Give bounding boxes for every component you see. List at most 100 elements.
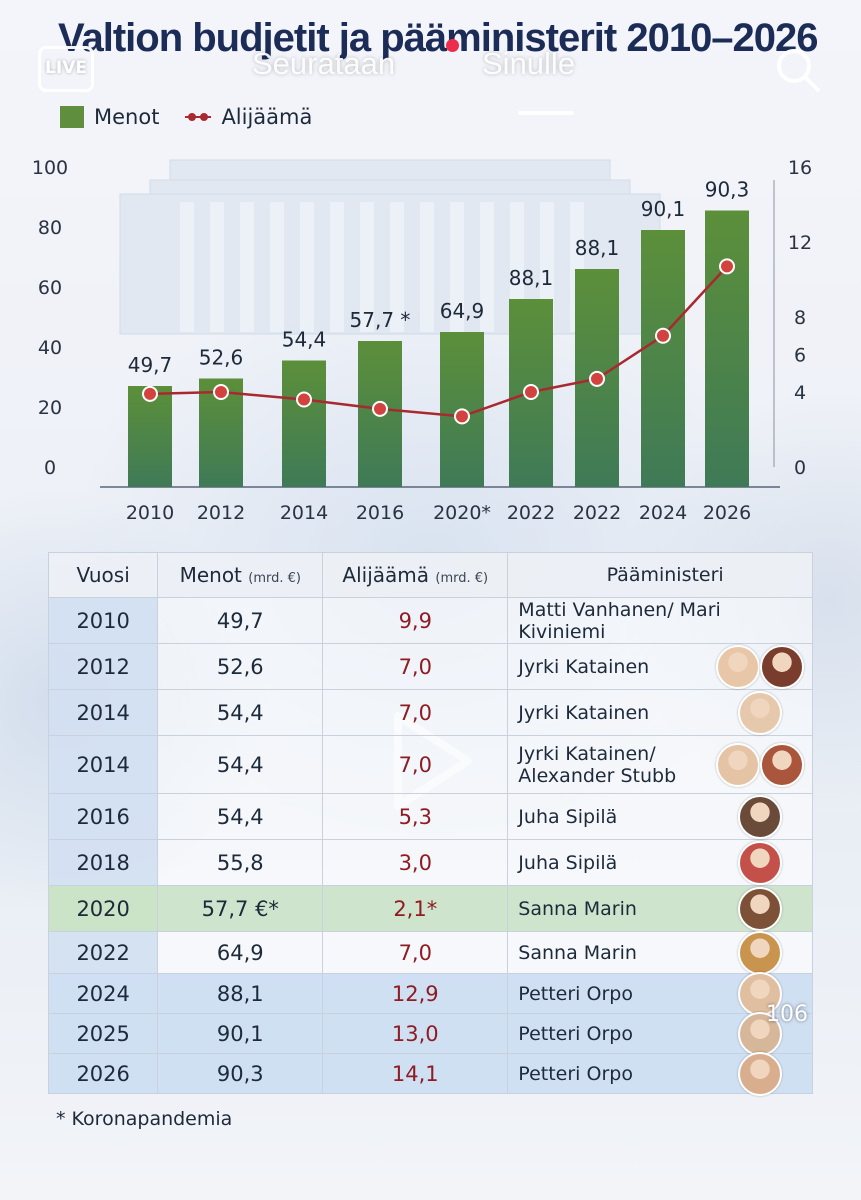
y-left-tick-label: 100 xyxy=(32,157,68,179)
x-tick-label: 2022 xyxy=(573,502,621,524)
chart-legend: Menot Alijäämä xyxy=(60,102,312,132)
deficit-point xyxy=(719,258,735,275)
cell-year: 2024 xyxy=(47,973,159,1014)
pm-name: Juha Sipilä xyxy=(518,805,618,828)
app-top-bar: LIVE Seurataan Sinulle xyxy=(0,36,861,115)
x-tick-label: 2024 xyxy=(639,502,687,524)
pm-portrait xyxy=(738,794,782,839)
cell-year: 2016 xyxy=(47,793,159,840)
bar xyxy=(282,360,326,487)
y-right-tick-label: 6 xyxy=(794,345,806,367)
deficit-line xyxy=(149,265,728,418)
x-tick-label: 2012 xyxy=(197,502,245,524)
x-tick-label: 2020* xyxy=(433,502,491,524)
pm-portrait xyxy=(716,742,760,787)
deficit-point xyxy=(142,385,158,402)
header-menot: Menot (mrd. €) xyxy=(157,552,324,598)
pm-name: Matti Vanhanen/ Mari Kiviniemi xyxy=(518,598,721,643)
y-right-tick-label: 0 xyxy=(794,457,806,479)
cell-pm: Petteri Orpo xyxy=(507,1051,813,1096)
pm-name: Juha Sipilä xyxy=(518,851,618,874)
y-left-tick-label: 0 xyxy=(44,457,56,479)
cell-year: 2014 xyxy=(47,735,159,794)
header-alijaama: Alijäämä (mrd. €) xyxy=(322,552,509,598)
table-row: 2012 52,6 7,0 Jyrki Katainen xyxy=(47,643,813,690)
notification-dot-icon xyxy=(446,39,459,52)
deficit-point xyxy=(296,391,312,408)
page-title: Valtion budjetit ja pääministerit 2010–2… xyxy=(58,16,819,60)
cell-alijaama: 3,0 xyxy=(322,839,509,886)
cell-alijaama: 7,0 xyxy=(322,643,509,690)
cell-menot: 55,8 xyxy=(157,839,324,886)
bar-value-label: 88,1 xyxy=(575,236,620,260)
cell-alijaama: 12,9 xyxy=(322,973,509,1014)
cell-pm: Sanna Marin xyxy=(507,930,813,975)
pm-name: Petteri Orpo xyxy=(518,1062,633,1085)
pm-portrait xyxy=(760,644,804,689)
cell-alijaama: 9,9 xyxy=(322,597,509,644)
y-right-tick-label: 16 xyxy=(788,157,812,179)
table-row: 2026 90,3 14,1 Petteri Orpo xyxy=(47,1051,813,1096)
table-row: 2014 54,4 7,0 Jyrki Katainen xyxy=(47,689,813,736)
cell-pm: Petteri Orpo xyxy=(507,1011,813,1056)
bar xyxy=(641,230,685,487)
bar-value-label: 52,6 xyxy=(199,346,244,370)
x-tick-label: 2026 xyxy=(703,502,751,524)
pm-portrait xyxy=(738,840,782,885)
cell-year: 2018 xyxy=(47,839,159,886)
bar-value-label: 64,9 xyxy=(440,299,485,323)
bar-value-label: 57,7 * xyxy=(350,308,411,332)
cell-year: 2012 xyxy=(47,643,159,690)
cell-pm: Juha Sipilä xyxy=(507,793,813,840)
cell-alijaama: 13,0 xyxy=(322,1013,509,1054)
pm-name: Sanna Marin xyxy=(518,941,637,964)
bar-value-label: 90,1 xyxy=(641,197,686,221)
table-row: 2024 88,1 12,9 Petteri Orpo xyxy=(47,971,813,1016)
pm-portrait xyxy=(738,886,782,931)
cell-menot: 57,7 €* xyxy=(157,885,324,932)
cell-menot: 49,7 xyxy=(157,597,324,644)
tab-for-you[interactable]: Sinulle xyxy=(482,46,576,81)
search-icon[interactable] xyxy=(770,42,826,98)
legend-line-label: Alijäämä xyxy=(221,105,313,129)
cell-alijaama: 7,0 xyxy=(322,735,509,794)
pm-name: Sanna Marin xyxy=(518,897,637,920)
cell-menot: 90,3 xyxy=(157,1053,324,1094)
pm-portrait xyxy=(760,742,804,787)
cell-pm: Matti Vanhanen/ Mari Kiviniemi xyxy=(507,597,813,644)
cell-pm: Petteri Orpo xyxy=(507,971,813,1016)
cell-year: 2022 xyxy=(47,931,159,974)
header-pm: Pääministeri xyxy=(507,552,813,598)
x-tick-label: 2016 xyxy=(356,502,404,524)
y-left-tick-label: 20 xyxy=(38,397,62,419)
pm-name: Petteri Orpo xyxy=(518,982,633,1005)
pm-portrait xyxy=(738,930,782,975)
pm-portrait xyxy=(738,1051,782,1096)
live-icon[interactable]: LIVE xyxy=(38,46,94,92)
bar-value-label: 49,7 xyxy=(128,353,173,377)
budget-chart: 0 20 40 60 80 100 0 4 6 8 12 16 49,7 52,6 54,4 57,7 * 64… xyxy=(32,157,812,524)
y-left-tick-label: 40 xyxy=(38,337,62,359)
cell-pm: Jyrki Katainen xyxy=(507,689,813,736)
cell-alijaama: 7,0 xyxy=(322,689,509,736)
pm-name: Petteri Orpo xyxy=(518,1022,633,1045)
bar xyxy=(128,386,172,487)
cell-menot: 54,4 xyxy=(157,793,324,840)
table-row: 2010 49,7 9,9 Matti Vanhanen/ Mari Kiviniem… xyxy=(47,597,813,644)
cell-menot: 90,1 xyxy=(157,1013,324,1054)
pm-portrait xyxy=(738,690,782,735)
pm-name: Jyrki Katainen/Alexander Stubb xyxy=(518,742,677,787)
tab-following[interactable]: Seurataan xyxy=(252,46,396,81)
cell-pm: Juha Sipilä xyxy=(507,839,813,886)
pm-name: Jyrki Katainen xyxy=(518,655,650,678)
table-row: 2014 54,4 7,0 Jyrki Katainen/Alexander Stub… xyxy=(47,735,813,794)
x-tick-label: 2014 xyxy=(280,502,328,524)
cell-year: 2014 xyxy=(47,689,159,736)
pm-portrait xyxy=(738,1011,782,1056)
y-left-tick-label: 80 xyxy=(38,217,62,239)
table-header-row: Vuosi Menot (mrd. €) Alijäämä (mrd. €) P… xyxy=(47,552,813,598)
y-right-tick-label: 12 xyxy=(788,232,812,254)
cell-alijaama: 5,3 xyxy=(322,793,509,840)
cell-year: 2025 xyxy=(47,1013,159,1054)
cell-menot: 54,4 xyxy=(157,689,324,736)
